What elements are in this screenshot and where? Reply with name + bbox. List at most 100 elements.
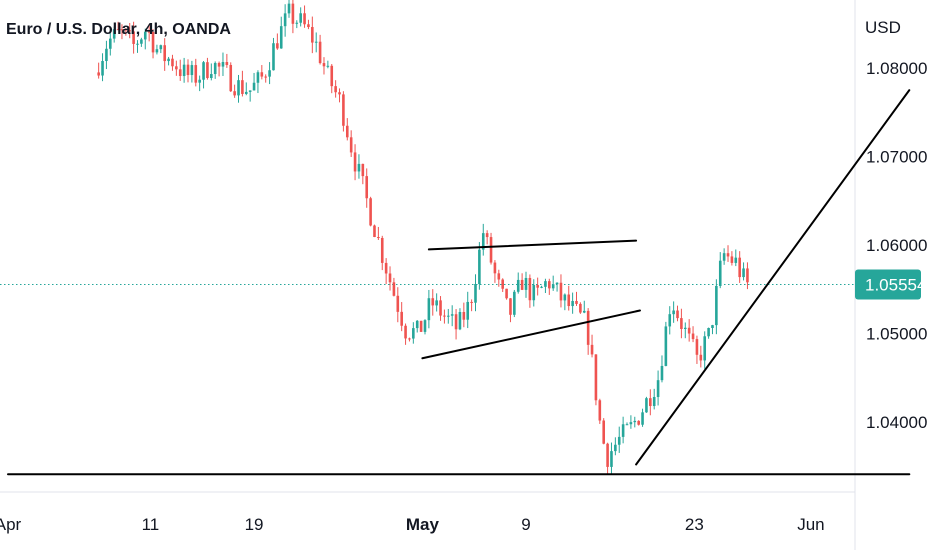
candle-body	[283, 13, 287, 27]
candle-body	[427, 298, 431, 321]
candle-body	[330, 65, 334, 87]
candle-body	[711, 325, 714, 329]
y-tick-label: 1.07000	[866, 148, 927, 167]
candle-body	[415, 320, 419, 329]
candle-body	[225, 62, 229, 65]
candle-body	[470, 301, 473, 303]
candle-body	[672, 310, 675, 315]
candle-body	[489, 237, 493, 263]
candle-body	[439, 300, 442, 316]
candle-body	[726, 253, 730, 257]
candle-body	[513, 291, 516, 315]
candle-body	[268, 70, 271, 77]
candle-body	[318, 41, 322, 64]
candle-body	[683, 327, 687, 329]
candle-body	[392, 282, 396, 296]
candle-body	[210, 74, 213, 79]
candle-body	[194, 65, 198, 83]
candle-body	[707, 328, 710, 337]
candle-body	[241, 80, 244, 94]
candle-body	[722, 253, 726, 261]
candle-body	[322, 63, 326, 67]
trendline-wedge-lower[interactable]	[421, 309, 641, 360]
candle-body	[396, 295, 400, 312]
candle-body	[128, 30, 132, 32]
currency-label: USD	[865, 18, 901, 37]
candle-body	[579, 303, 582, 313]
candle-body	[377, 237, 380, 239]
candle-body	[536, 285, 539, 288]
candle-body	[481, 233, 485, 250]
candle-body	[423, 320, 427, 332]
candle-body	[334, 86, 337, 93]
last-price-badge	[855, 269, 921, 300]
candle-body	[633, 420, 637, 423]
trendline-wedge-upper[interactable]	[427, 239, 638, 251]
candle-body	[163, 45, 166, 62]
candle-body	[563, 294, 567, 301]
candle-body	[182, 64, 186, 77]
candle-body	[213, 62, 217, 75]
candle-body	[594, 354, 598, 401]
candle-body	[345, 125, 349, 138]
x-tick-label: 23	[685, 515, 704, 534]
candle-body	[516, 279, 520, 292]
candle-body	[660, 365, 664, 381]
candle-body	[742, 268, 745, 278]
candle-body	[326, 65, 330, 67]
candle-body	[279, 26, 283, 49]
candle-body	[695, 339, 699, 355]
candle-body	[664, 326, 668, 366]
candle-body	[551, 284, 555, 289]
candle-body	[746, 268, 749, 283]
candle-body	[637, 420, 640, 425]
candle-body	[338, 92, 341, 95]
candle-body	[625, 424, 629, 426]
candle-body	[186, 64, 190, 76]
candle-body	[645, 398, 648, 413]
candle-body	[606, 443, 609, 467]
candle-body	[699, 354, 703, 361]
candle-body	[548, 281, 551, 289]
candle-body	[478, 249, 481, 285]
trendline-rising-support[interactable]	[635, 89, 911, 466]
candle-body	[116, 29, 120, 31]
candle-body	[520, 279, 524, 290]
candle-body	[311, 27, 314, 43]
candle-body	[198, 79, 201, 83]
candle-body	[582, 310, 586, 313]
candle-body	[435, 300, 438, 306]
candle-body	[649, 398, 652, 407]
candle-body	[532, 285, 536, 301]
candle-body	[586, 310, 590, 345]
candle-body	[629, 422, 633, 425]
candle-body	[431, 298, 435, 306]
candle-body	[167, 58, 170, 62]
candle-body	[730, 256, 734, 263]
candle-body	[105, 48, 108, 62]
candle-body	[361, 163, 365, 177]
candle-body	[384, 262, 388, 274]
candle-body	[528, 277, 532, 301]
candle-body	[276, 43, 279, 49]
candle-body	[652, 397, 656, 407]
candle-body	[404, 325, 407, 339]
candle-body	[248, 90, 252, 92]
candle-body	[155, 49, 159, 53]
candle-body	[342, 94, 345, 126]
candle-body	[610, 451, 613, 467]
candle-body	[400, 311, 403, 326]
candle-body	[656, 380, 660, 398]
y-tick-label: 1.05000	[866, 325, 927, 344]
candle-body	[590, 344, 594, 355]
candle-body	[299, 13, 302, 23]
candle-body	[217, 62, 221, 67]
candle-body	[715, 285, 718, 326]
x-tick-label: 9	[521, 515, 530, 534]
candle-body	[369, 198, 372, 226]
candle-body	[178, 69, 182, 77]
candle-body	[380, 237, 384, 263]
candle-body	[140, 39, 143, 44]
